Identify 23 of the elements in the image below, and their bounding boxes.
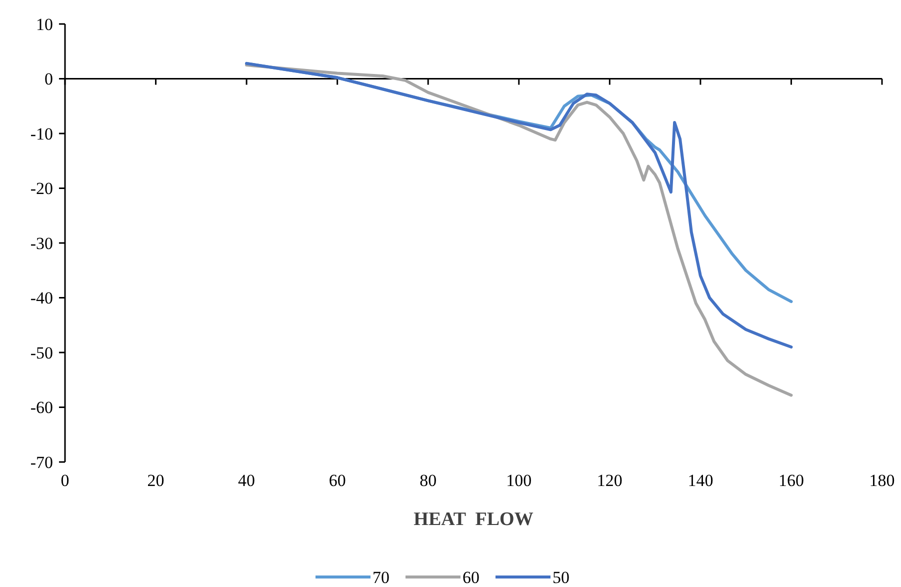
y-tick-label: 10: [36, 14, 53, 34]
y-tick-label: -70: [30, 452, 53, 472]
x-tick-label: 100: [506, 471, 532, 490]
y-tick-label: -60: [30, 398, 53, 418]
x-tick-label: 80: [420, 471, 437, 490]
x-tick-label: 140: [688, 471, 714, 490]
x-tick-label: 60: [328, 471, 346, 490]
legend-label: 50: [552, 568, 570, 587]
legend-label: 60: [462, 568, 480, 587]
y-tick-label: -20: [30, 179, 53, 198]
x-tick-label: 160: [778, 471, 804, 490]
x-tick-label: 0: [60, 471, 70, 490]
y-tick-label: 0: [44, 70, 53, 89]
y-tick-label: -40: [30, 288, 53, 308]
x-axis-title: HEAT FLOW: [414, 509, 534, 530]
y-tick-label: -30: [30, 234, 53, 253]
y-tick-label: -50: [30, 343, 53, 362]
x-tick-label: 120: [596, 471, 622, 490]
y-tick-label: -10: [30, 124, 53, 144]
x-tick-label: 40: [238, 471, 256, 490]
legend-label: 70: [372, 568, 390, 587]
x-tick-label: 180: [869, 471, 895, 490]
x-tick-label: 20: [147, 471, 164, 490]
